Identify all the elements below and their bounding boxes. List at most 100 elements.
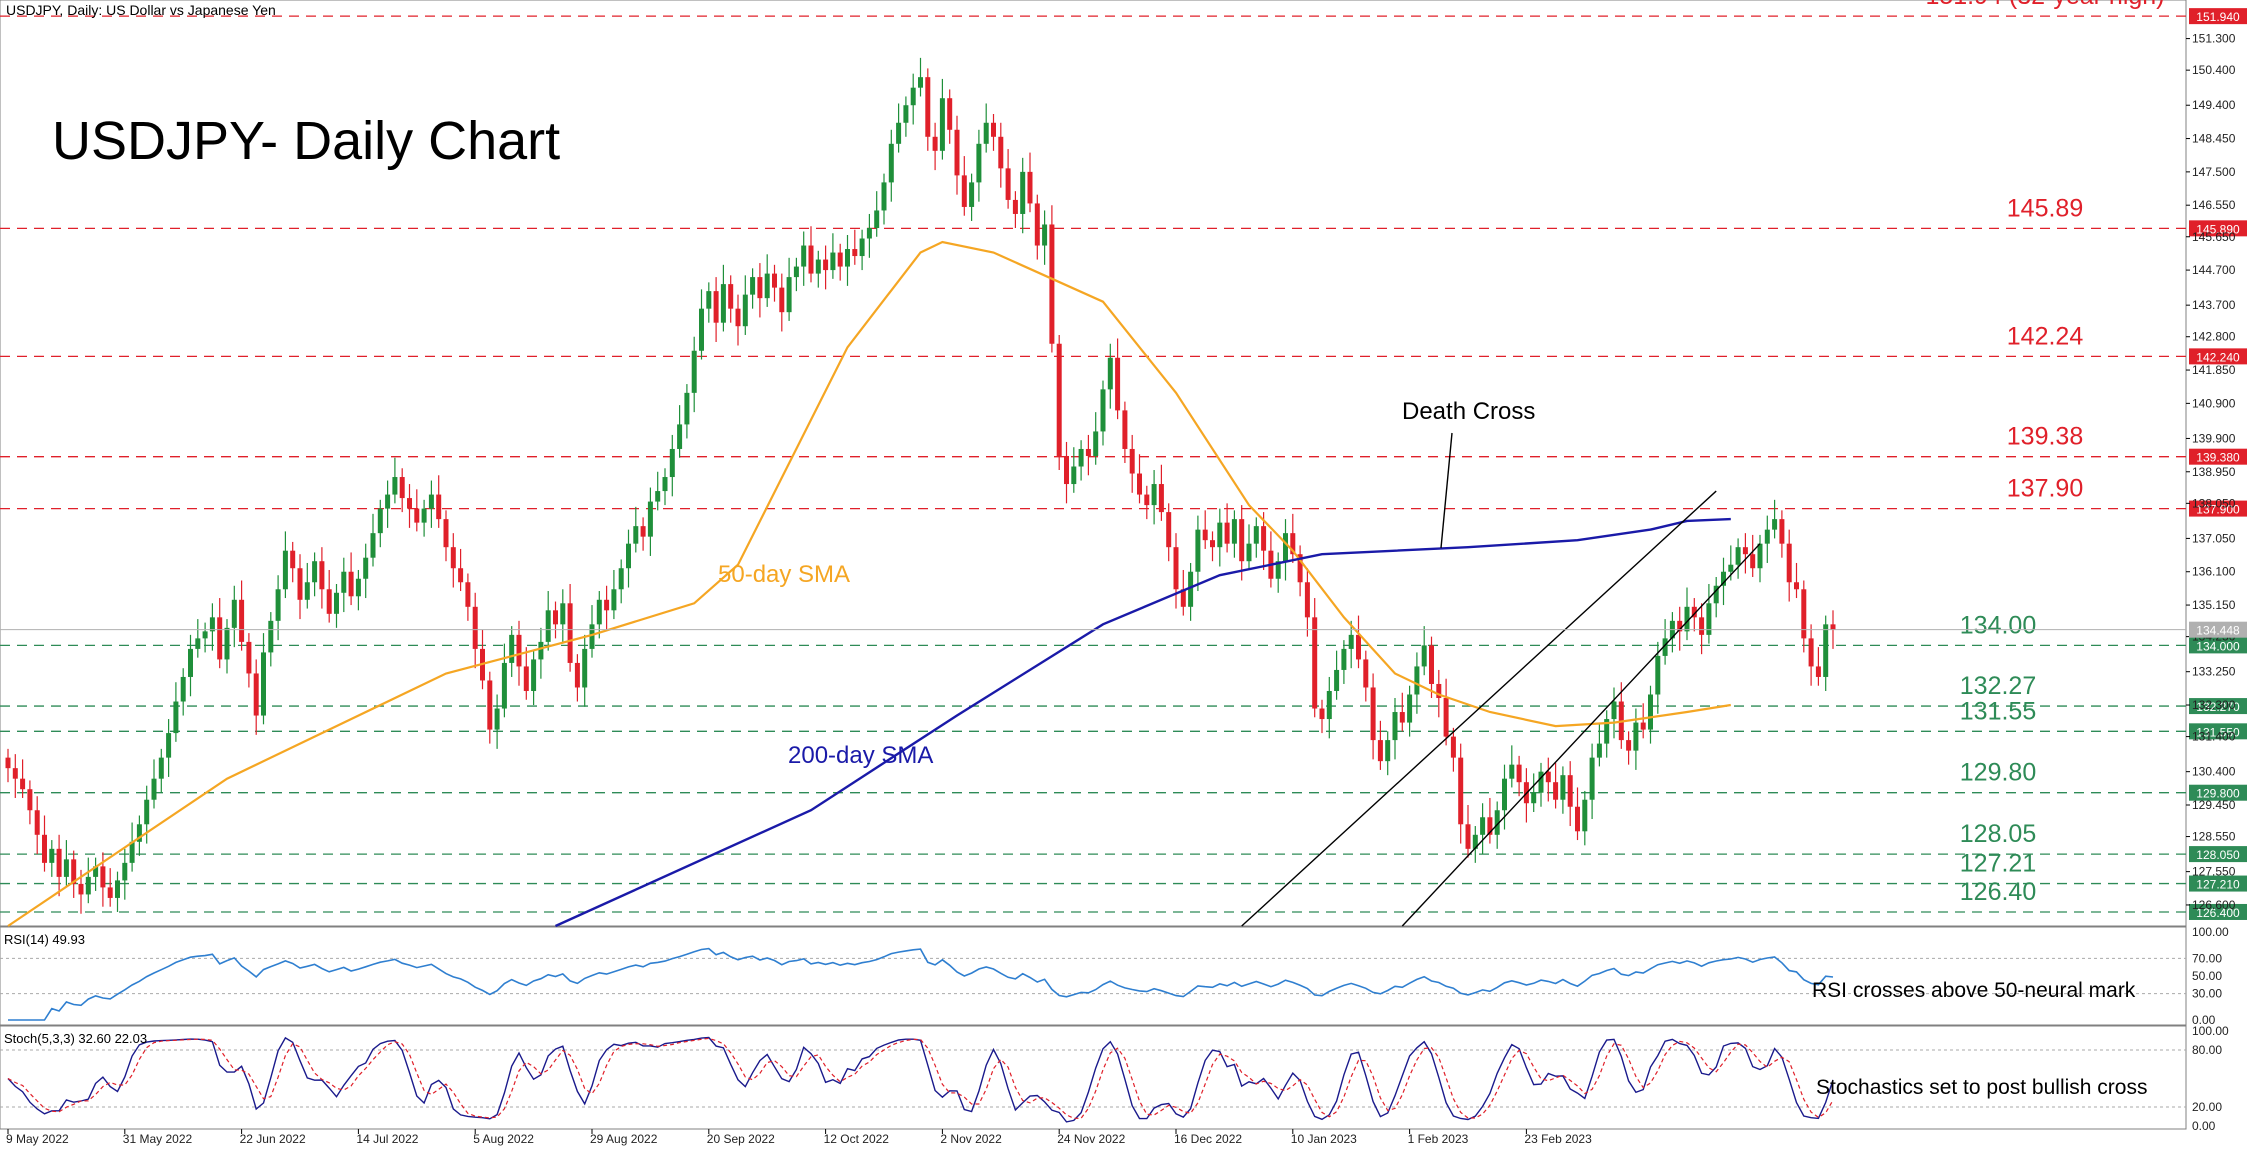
candle-body bbox=[1450, 736, 1456, 758]
stoch-panel: Stoch(5,3,3) 32.60 22.03 100.00 80.00 20.00… bbox=[0, 1024, 2229, 1133]
candle-body bbox=[1224, 522, 1230, 544]
candle-body bbox=[1750, 554, 1756, 569]
candle-body bbox=[1589, 757, 1595, 800]
price-tick-label: 146.550 bbox=[2192, 198, 2236, 212]
candle-body bbox=[129, 841, 135, 863]
candle-body bbox=[1494, 810, 1500, 835]
candle-body bbox=[626, 543, 631, 569]
death-cross-label: Death Cross bbox=[1402, 398, 1535, 425]
sma50-label: 50-day SMA bbox=[718, 561, 850, 588]
candle-body bbox=[1794, 582, 1799, 590]
level-label: 126.40 bbox=[1960, 878, 2036, 906]
rsi-panel: RSI(14) 49.93 100.00 70.00 50.00 30.00 0.00 RS… bbox=[0, 925, 2229, 1027]
candle-body bbox=[107, 887, 113, 898]
candle-body bbox=[78, 883, 84, 895]
candle-body bbox=[998, 136, 1004, 169]
candle-body bbox=[450, 547, 456, 569]
level-price-box-text: 131.550 bbox=[2196, 725, 2240, 739]
candle-body bbox=[866, 227, 872, 239]
candle-body bbox=[1472, 834, 1478, 849]
candle-body bbox=[567, 603, 573, 663]
candle-body bbox=[713, 291, 719, 323]
candle-body bbox=[1239, 519, 1245, 562]
candle-body bbox=[633, 526, 639, 544]
candle-body bbox=[1691, 606, 1697, 618]
level-label: 142.24 bbox=[2007, 322, 2084, 350]
date-tick-label: 1 Feb 2023 bbox=[1408, 1132, 1469, 1146]
candle-body bbox=[742, 294, 748, 327]
candle-body bbox=[1545, 771, 1551, 783]
price-tick-label: 130.400 bbox=[2192, 765, 2236, 779]
candle-body bbox=[458, 568, 464, 583]
date-tick-label: 22 Jun 2022 bbox=[240, 1132, 306, 1146]
candle-body bbox=[684, 392, 690, 425]
price-tick-label: 127.550 bbox=[2192, 865, 2236, 879]
candle-body bbox=[772, 273, 777, 288]
level-label: 139.38 bbox=[2007, 423, 2083, 451]
candle-body bbox=[947, 98, 953, 130]
price-tick-label: 139.900 bbox=[2192, 431, 2236, 445]
level-price-box bbox=[2189, 348, 2247, 365]
candle-body bbox=[611, 589, 617, 611]
candle-body bbox=[494, 708, 500, 730]
candle-body bbox=[1064, 455, 1069, 485]
level-price-box bbox=[2189, 723, 2247, 740]
candle-body bbox=[976, 143, 982, 183]
candle-body bbox=[407, 498, 412, 509]
candle-body bbox=[1458, 757, 1464, 825]
candle-body bbox=[1626, 740, 1632, 751]
level-price-box-text: 134.000 bbox=[2196, 639, 2240, 653]
price-tick-label: 129.450 bbox=[2192, 798, 2236, 812]
level-price-box-text: 126.400 bbox=[2196, 906, 2240, 920]
level-price-box bbox=[2189, 698, 2247, 715]
level-price-box-text: 129.800 bbox=[2196, 787, 2240, 801]
candle-body bbox=[136, 824, 142, 842]
candle-body bbox=[691, 350, 697, 393]
candle-body bbox=[1735, 547, 1741, 565]
candle-body bbox=[1173, 547, 1179, 590]
candle-body bbox=[1093, 431, 1099, 456]
candle-body bbox=[1283, 533, 1288, 562]
candle-body bbox=[465, 582, 471, 607]
candle-body bbox=[881, 182, 887, 211]
levels-layer: 151.94 (32-year high) 151.940 145.89 145.89… bbox=[0, 0, 2247, 920]
candle-body bbox=[268, 620, 274, 653]
candle-body bbox=[845, 249, 850, 267]
candle-body bbox=[239, 599, 245, 642]
candle-body bbox=[1567, 775, 1573, 807]
level-price-box-text: 139.380 bbox=[2196, 451, 2240, 465]
candle-body bbox=[1341, 648, 1347, 670]
candle-body bbox=[1056, 343, 1062, 456]
candle-body bbox=[122, 862, 128, 881]
level-label: 131.55 bbox=[1960, 697, 2036, 725]
candle-body bbox=[34, 810, 40, 835]
candle-body bbox=[750, 277, 756, 295]
candle-body bbox=[1188, 571, 1194, 607]
candle-body bbox=[647, 501, 653, 537]
candle-body bbox=[443, 519, 449, 548]
candle-body bbox=[991, 122, 996, 137]
candle-body bbox=[363, 557, 369, 579]
price-tick-label: 144.700 bbox=[2192, 263, 2236, 277]
candle-body bbox=[1107, 357, 1113, 390]
candle-body bbox=[297, 568, 303, 600]
level-label: 151.94 (32-year high) bbox=[1925, 0, 2164, 10]
candle-body bbox=[516, 634, 522, 667]
stoch-tick-label: 20.00 bbox=[2192, 1100, 2222, 1114]
candle-body bbox=[1297, 554, 1303, 583]
candle-body bbox=[71, 859, 77, 884]
date-tick-label: 16 Dec 2022 bbox=[1174, 1132, 1242, 1146]
candle-body bbox=[779, 287, 785, 313]
candle-body bbox=[348, 571, 354, 597]
candle-body bbox=[385, 494, 391, 509]
date-tick-label: 29 Aug 2022 bbox=[590, 1132, 658, 1146]
candle-body bbox=[888, 143, 894, 183]
date-axis: 9 May 2022 31 May 2022 22 Jun 2022 14 Jul 2… bbox=[6, 1129, 1592, 1146]
candle-body bbox=[655, 491, 661, 502]
candle-body bbox=[808, 245, 814, 274]
level-price-box-text: 142.240 bbox=[2196, 350, 2240, 364]
candle-body bbox=[961, 175, 967, 207]
rsi-panel-frame bbox=[0, 926, 2187, 1026]
candle-body bbox=[1158, 484, 1164, 513]
price-tick-label: 143.700 bbox=[2192, 298, 2236, 312]
